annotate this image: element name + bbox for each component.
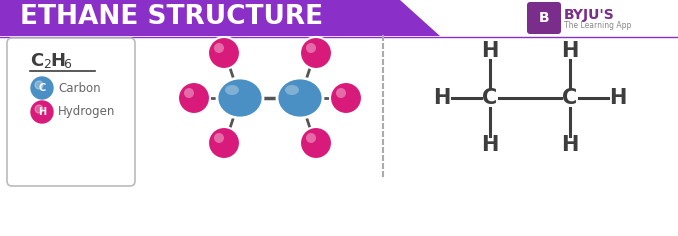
Text: C: C xyxy=(30,52,43,70)
Circle shape xyxy=(306,133,316,143)
Circle shape xyxy=(208,127,240,159)
Circle shape xyxy=(178,82,210,114)
Text: The Learning App: The Learning App xyxy=(564,21,631,30)
Circle shape xyxy=(300,37,332,69)
Ellipse shape xyxy=(217,78,263,118)
Text: C: C xyxy=(482,88,498,108)
Circle shape xyxy=(31,101,53,123)
Text: ETHANE STRUCTURE: ETHANE STRUCTURE xyxy=(20,4,323,30)
Circle shape xyxy=(300,127,332,159)
Circle shape xyxy=(306,43,316,53)
Circle shape xyxy=(35,81,43,89)
Text: 6: 6 xyxy=(63,58,71,71)
Ellipse shape xyxy=(285,85,299,95)
Circle shape xyxy=(214,43,224,53)
Text: H: H xyxy=(610,88,626,108)
FancyBboxPatch shape xyxy=(7,38,135,186)
Circle shape xyxy=(208,37,240,69)
Text: BYJU'S: BYJU'S xyxy=(564,8,615,22)
Text: H: H xyxy=(561,135,579,155)
Circle shape xyxy=(214,133,224,143)
Text: C: C xyxy=(39,83,45,93)
Circle shape xyxy=(330,82,362,114)
Text: C: C xyxy=(562,88,578,108)
Circle shape xyxy=(184,88,194,98)
Circle shape xyxy=(35,105,43,113)
Text: H: H xyxy=(433,88,451,108)
Ellipse shape xyxy=(225,85,239,95)
Text: Carbon: Carbon xyxy=(58,81,100,94)
Text: H: H xyxy=(481,135,499,155)
Circle shape xyxy=(31,77,53,99)
Ellipse shape xyxy=(277,78,323,118)
Text: B: B xyxy=(539,11,549,25)
Text: H: H xyxy=(50,52,65,70)
Text: H: H xyxy=(481,41,499,61)
Polygon shape xyxy=(0,0,440,36)
Text: Hydrogen: Hydrogen xyxy=(58,105,115,118)
Text: 2: 2 xyxy=(43,58,51,71)
Text: H: H xyxy=(38,107,46,117)
FancyBboxPatch shape xyxy=(527,2,561,34)
Circle shape xyxy=(336,88,346,98)
Text: H: H xyxy=(561,41,579,61)
